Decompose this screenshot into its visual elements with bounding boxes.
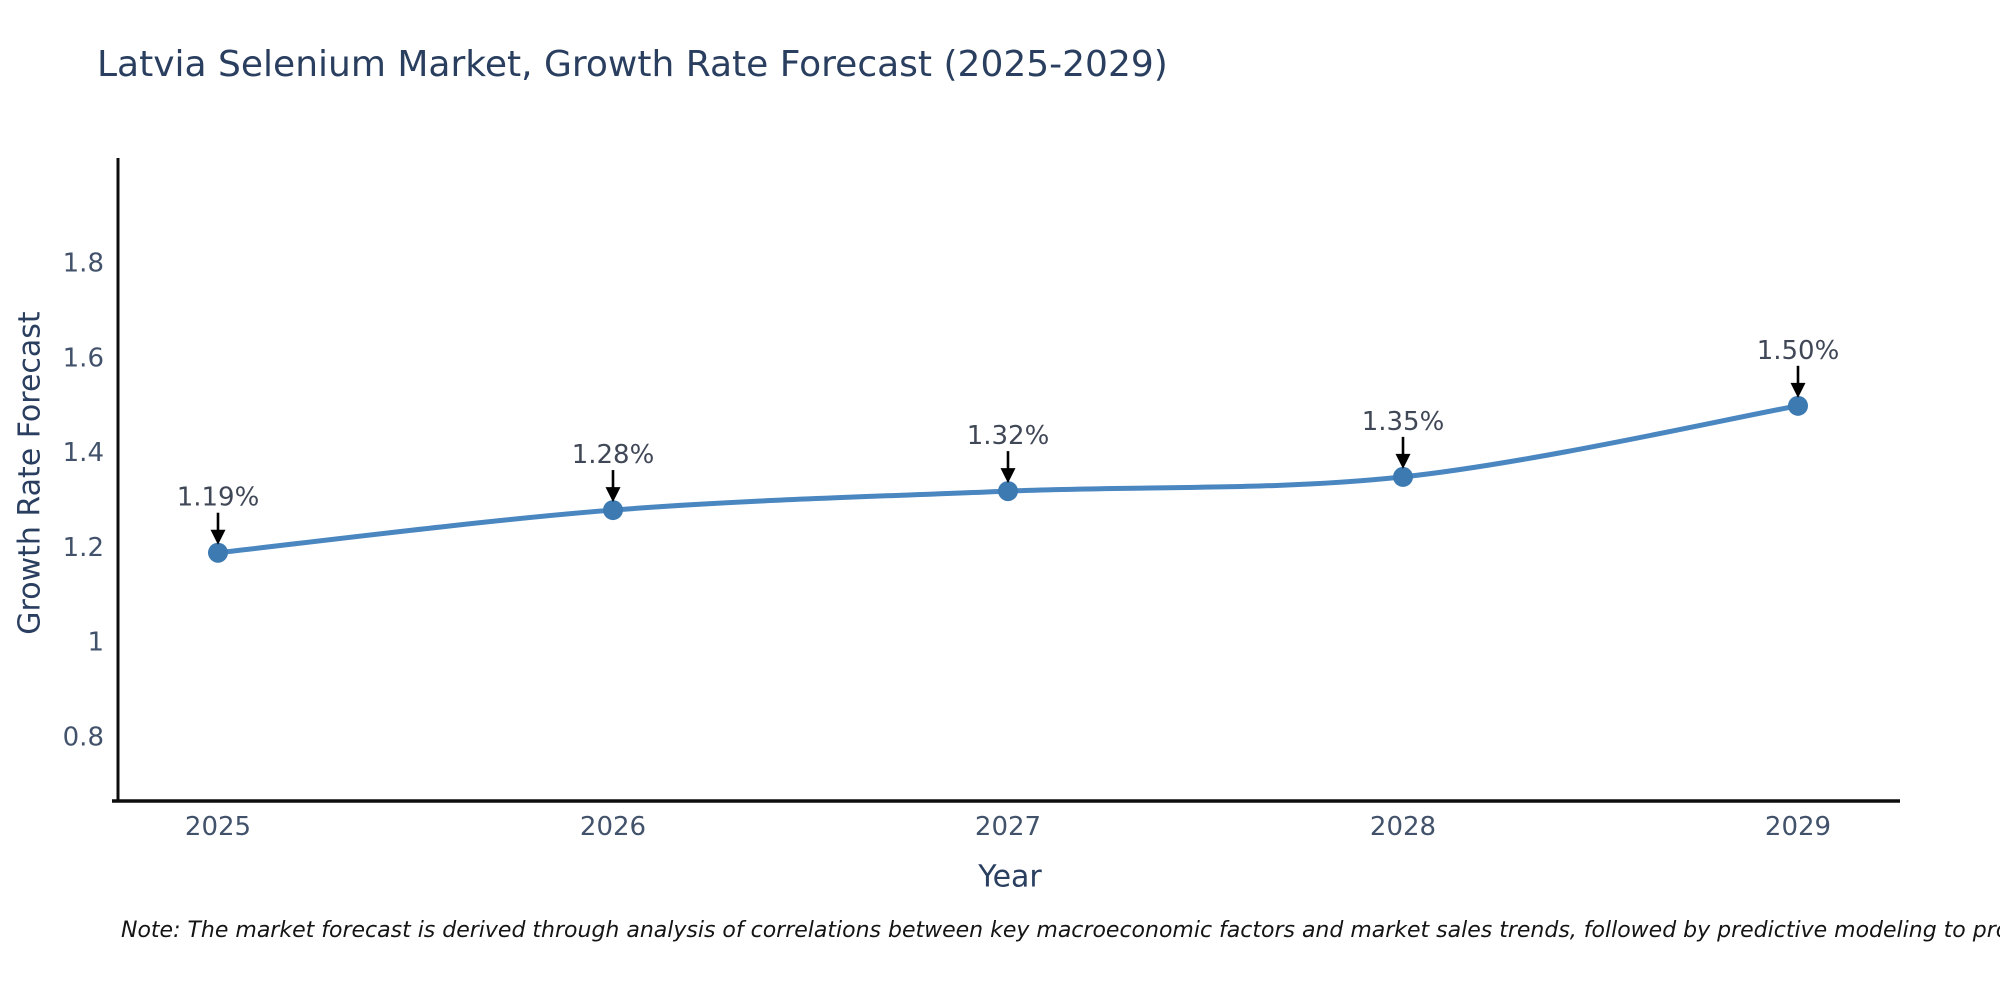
annotation-arrowhead-icon (1000, 468, 1016, 484)
x-tick-label: 2025 (185, 812, 251, 842)
y-tick-label: 1.6 (63, 343, 104, 373)
data-point-marker (208, 542, 228, 563)
data-point-label: 1.35% (1362, 407, 1445, 437)
annotation-arrowhead-icon (1395, 453, 1411, 469)
y-tick-label: 1.2 (63, 533, 104, 563)
data-point-marker (1393, 466, 1413, 487)
data-point-marker (998, 481, 1018, 502)
y-tick-label: 1 (87, 628, 104, 658)
x-tick-label: 2027 (975, 812, 1041, 842)
data-point-marker (1788, 395, 1808, 416)
annotation-arrowhead-icon (210, 529, 226, 545)
data-point-marker (603, 500, 623, 521)
data-point-label: 1.50% (1757, 336, 1840, 366)
y-tick-label: 0.8 (63, 723, 104, 753)
annotation-arrowhead-icon (605, 487, 621, 503)
annotation-arrowhead-icon (1790, 382, 1806, 398)
y-tick-label: 1.8 (63, 249, 104, 279)
footnote: Note: The market forecast is derived thr… (121, 918, 2000, 943)
x-tick-label: 2028 (1370, 812, 1436, 842)
data-point-label: 1.32% (967, 421, 1050, 451)
x-tick-label: 2026 (580, 812, 646, 842)
x-tick-label: 2029 (1765, 812, 1831, 842)
y-tick-label: 1.4 (63, 438, 104, 468)
chart-title: Latvia Selenium Market, Growth Rate Fore… (97, 44, 1168, 85)
data-point-label: 1.28% (572, 440, 655, 470)
data-point-label: 1.19% (177, 483, 260, 513)
x-axis-title: Year (978, 859, 1042, 895)
